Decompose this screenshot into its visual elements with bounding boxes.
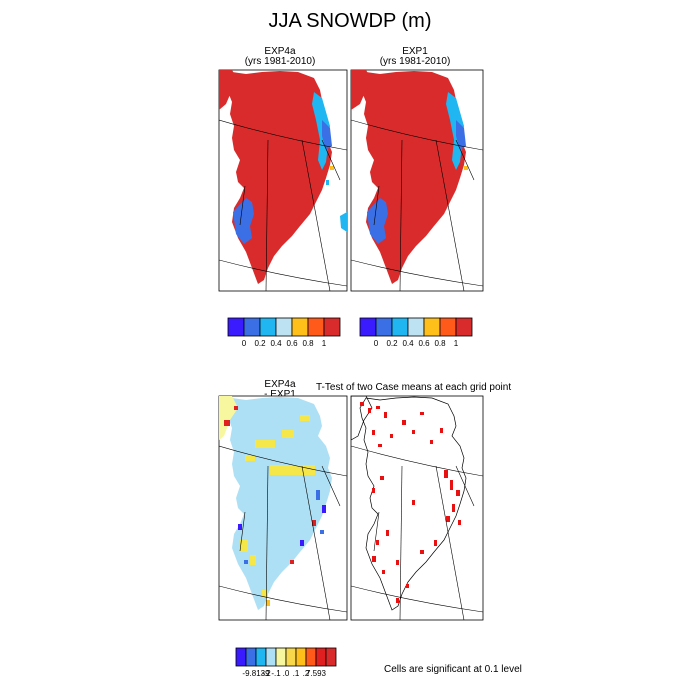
colorbar-exp1-tick-label: 0.6	[418, 339, 430, 348]
east-coast-cell	[464, 166, 468, 170]
colorbar-diff-swatch	[235, 647, 247, 667]
colorbar-exp1-swatch	[391, 317, 409, 337]
snow-east-coast	[312, 92, 330, 170]
colorbar-difference: -9.8139-.2 -.1.0.1.27.593	[235, 647, 337, 678]
colorbar-diff-tick-label: -.2	[261, 669, 271, 678]
colorbar-exp4a-swatch	[227, 317, 245, 337]
snow-west-coast	[367, 198, 388, 244]
colorbar-exp4a-tick-label: 0.2	[254, 339, 266, 348]
colorbar-exp1-swatch	[359, 317, 377, 337]
map-ttest	[350, 395, 484, 621]
colorbar-exp4a-tick-label: 0.4	[270, 339, 282, 348]
panel-title-exp4a: EXP4a (yrs 1981-2010)	[230, 47, 330, 67]
colorbar-exp4a-swatch	[291, 317, 309, 337]
greenland-landmass	[226, 71, 332, 284]
panel-title-exp1: EXP1 (yrs 1981-2010)	[365, 47, 465, 67]
east-coast-cell	[326, 180, 329, 185]
colorbar-diff-swatch	[325, 647, 337, 667]
panel-exp1-name: EXP1	[402, 46, 428, 57]
colorbar-exp1: 0 0.2 0.4 0.6 0.8 1	[359, 317, 473, 348]
colorbar-diff-swatch	[315, 647, 327, 667]
colorbar-exp1-swatch	[423, 317, 441, 337]
colorbar-exp1-tick-label: 1	[454, 339, 459, 348]
snow-east-coast-dark	[322, 120, 332, 150]
panel-exp4a-name: EXP4a	[264, 46, 296, 57]
colorbar-exp4a-swatch	[307, 317, 325, 337]
colorbar-diff-tick-label: .1	[293, 669, 300, 678]
colorbar-exp4a-swatch	[243, 317, 261, 337]
colorbar-exp1-swatch	[455, 317, 473, 337]
colorbar-diff-tick-label: -.1	[271, 669, 281, 678]
panel-exp1-period: (yrs 1981-2010)	[379, 56, 451, 67]
ellesmere-island	[219, 70, 238, 110]
colorbar-diff-swatch	[275, 647, 287, 667]
panel-title-diff: EXP4a - EXP1	[250, 380, 310, 400]
significance-cells	[360, 402, 461, 603]
panel-exp4a-period: (yrs 1981-2010)	[244, 56, 316, 67]
figure-title: JJA SNOWDP (m)	[268, 10, 432, 32]
baffin-island	[340, 212, 347, 232]
colorbar-diff-swatch	[285, 647, 297, 667]
colorbar-exp4a-tick-label: 1	[322, 339, 327, 348]
greenland-outline	[359, 396, 467, 611]
colorbar-diff-swatch	[255, 647, 267, 667]
snow-west-coast	[233, 198, 254, 244]
colorbar-exp4a-tick-label: 0	[242, 339, 247, 348]
colorbar-diff-tick-label: 7.593	[306, 669, 327, 678]
map-exp4a	[218, 69, 348, 292]
panel-diff-line2: - EXP1	[264, 389, 296, 400]
positive-band	[270, 465, 315, 475]
ellesmere-island	[219, 396, 238, 440]
colorbar-exp4a: 0 0.2 0.4 0.6 0.8 1	[227, 317, 341, 348]
colorbar-exp4a-tick-label: 0.8	[302, 339, 314, 348]
colorbar-exp1-tick-label: 0.2	[386, 339, 398, 348]
map-exp1	[350, 69, 484, 292]
east-coast-cell	[330, 166, 334, 170]
colorbar-diff-swatch	[305, 647, 317, 667]
colorbar-diff-swatch	[295, 647, 307, 667]
colorbar-exp4a-swatch	[259, 317, 277, 337]
colorbar-diff-tick-label: .2	[303, 669, 310, 678]
colorbar-exp1-tick-label: 0	[374, 339, 379, 348]
snow-east-coast	[446, 92, 464, 170]
colorbar-exp4a-tick-label: 0.6	[286, 339, 298, 348]
colorbar-exp1-swatch	[375, 317, 393, 337]
colorbar-exp4a-swatch	[275, 317, 293, 337]
colorbar-diff-tick-label: -9.8139	[242, 669, 270, 678]
colorbar-exp1-swatch	[439, 317, 457, 337]
snow-east-coast-dark	[456, 120, 466, 150]
map-difference	[218, 395, 348, 621]
colorbar-diff-tick-label: .0	[283, 669, 290, 678]
colorbar-diff-swatch	[245, 647, 257, 667]
colorbar-exp1-swatch	[407, 317, 425, 337]
greenland-landmass	[360, 71, 466, 284]
map-ttest-frame	[350, 395, 484, 621]
colorbar-exp1-tick-label: 0.8	[434, 339, 446, 348]
panel-diff-line1: EXP4a	[264, 379, 296, 390]
colorbar-exp4a-swatch	[323, 317, 341, 337]
colorbar-exp1-tick-label: 0.4	[402, 339, 414, 348]
colorbar-diff-swatch	[265, 647, 277, 667]
panel-title-ttest: T-Test of two Case means at each grid po…	[316, 382, 512, 393]
significance-note: Cells are significant at 0.1 level	[384, 664, 522, 675]
ellesmere-island	[351, 70, 372, 110]
